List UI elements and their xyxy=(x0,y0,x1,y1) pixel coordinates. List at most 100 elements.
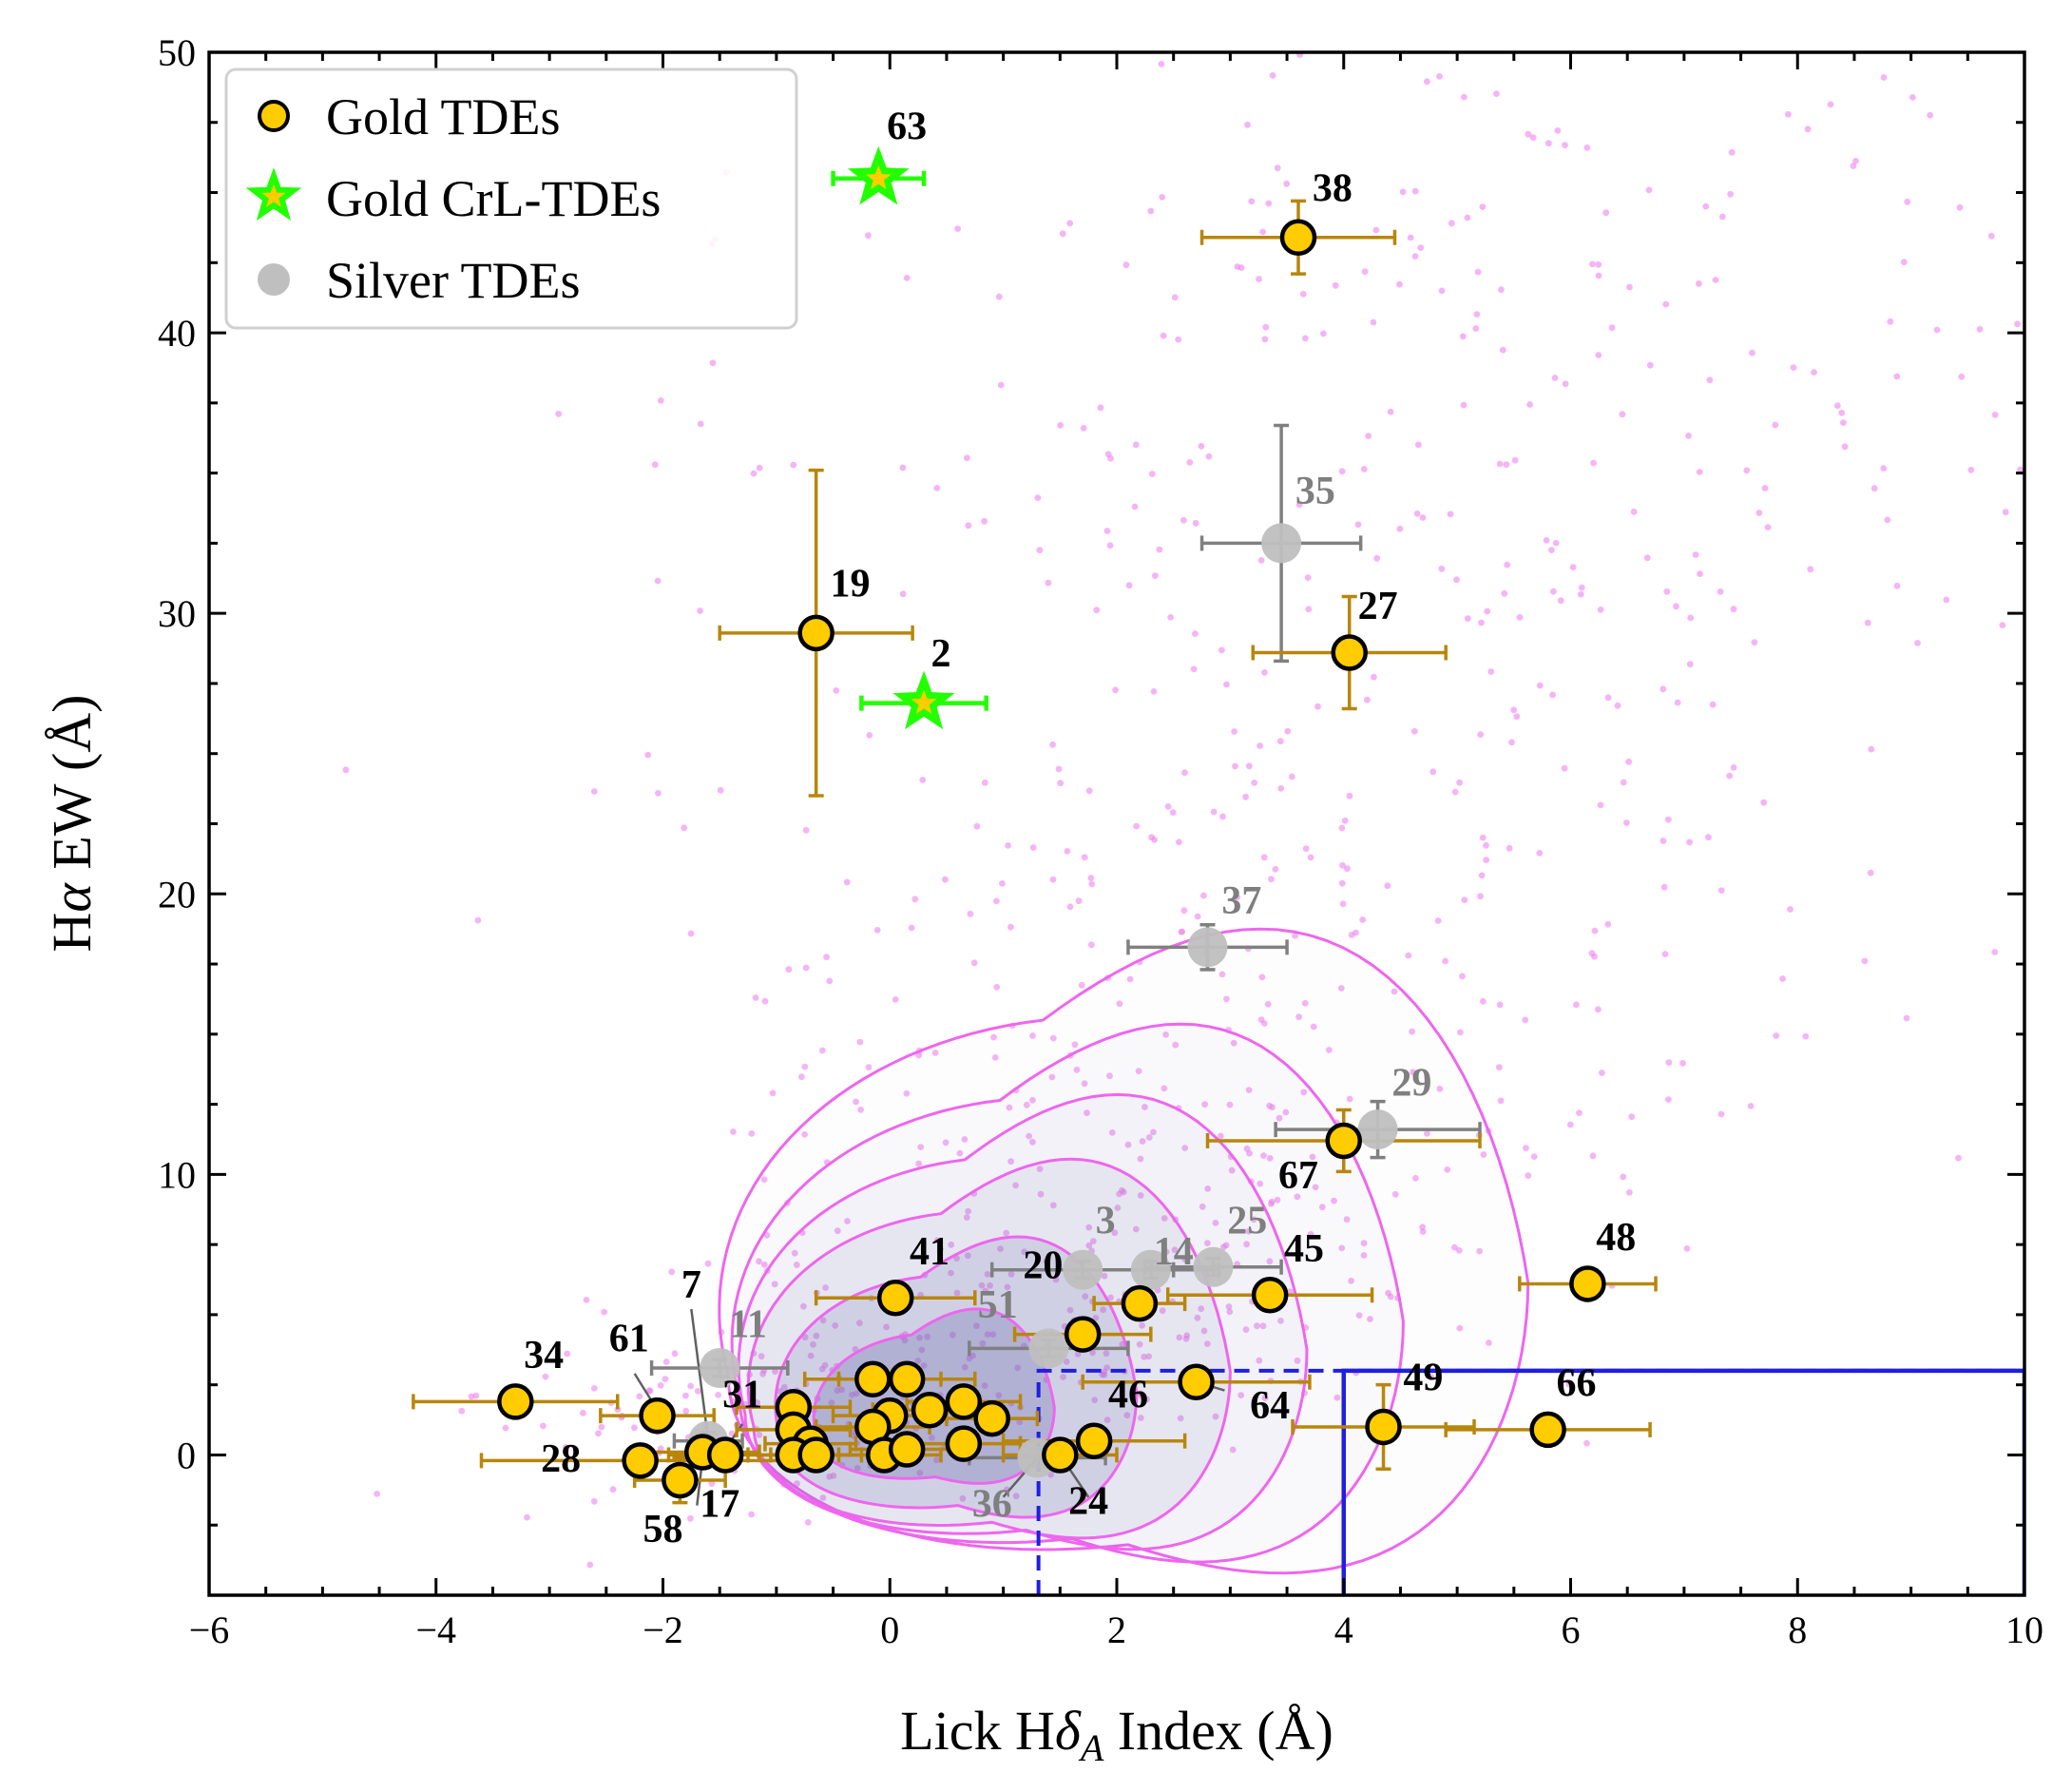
background-point xyxy=(555,411,563,417)
background-point xyxy=(1498,286,1505,294)
background-point xyxy=(1405,952,1412,959)
background-point xyxy=(964,1252,971,1260)
background-point xyxy=(1436,73,1443,80)
background-point xyxy=(1991,412,1999,418)
background-point xyxy=(1360,1240,1368,1247)
background-point xyxy=(1210,808,1218,816)
background-point xyxy=(1453,576,1460,584)
background-point xyxy=(730,1128,737,1135)
background-point xyxy=(1483,857,1490,863)
background-point xyxy=(1850,163,1857,170)
background-point xyxy=(965,522,972,530)
background-point xyxy=(1660,685,1667,693)
background-point xyxy=(1257,742,1263,749)
background-point xyxy=(1218,646,1225,654)
background-point xyxy=(1620,1173,1627,1181)
background-point xyxy=(1287,1288,1294,1296)
background-point xyxy=(1242,1326,1250,1333)
background-point xyxy=(1078,981,1085,989)
background-point xyxy=(1530,1153,1538,1160)
background-point xyxy=(999,880,1006,887)
background-point xyxy=(937,1245,944,1253)
background-point xyxy=(1664,816,1672,823)
background-point xyxy=(1288,773,1295,780)
background-point xyxy=(1092,1315,1100,1321)
background-point xyxy=(631,1424,638,1432)
point-label: 61 xyxy=(609,1317,649,1360)
background-point xyxy=(657,1382,664,1389)
gold-tde-marker xyxy=(1075,1422,1113,1459)
background-point xyxy=(1761,485,1769,491)
background-point xyxy=(1219,813,1226,820)
background-point xyxy=(1457,1029,1464,1036)
background-point xyxy=(1302,845,1310,853)
legend-silver-label: Silver TDEs xyxy=(326,252,581,309)
background-point xyxy=(1552,539,1560,547)
background-point xyxy=(1059,230,1066,238)
background-point xyxy=(1164,803,1172,810)
background-point xyxy=(1075,897,1083,905)
background-point xyxy=(1451,1243,1458,1251)
background-point xyxy=(1158,61,1165,67)
background-point xyxy=(838,1386,845,1394)
background-point xyxy=(1359,916,1367,923)
background-point xyxy=(1476,1247,1483,1255)
background-point xyxy=(1717,1110,1725,1118)
gold-tde-marker xyxy=(854,1360,892,1398)
silver-tde-marker xyxy=(1357,1109,1398,1150)
background-point xyxy=(1339,861,1346,869)
background-point xyxy=(1119,1186,1125,1194)
background-point xyxy=(1082,1293,1089,1301)
x-tick-label: 10 xyxy=(2005,1609,2043,1651)
background-point xyxy=(1371,673,1377,681)
background-point xyxy=(1204,1240,1211,1246)
background-point xyxy=(1277,1318,1284,1324)
background-point xyxy=(981,517,988,525)
background-point xyxy=(1456,779,1463,786)
background-point xyxy=(1697,570,1703,577)
point-label: 66 xyxy=(1556,1361,1596,1405)
background-point xyxy=(1245,1227,1253,1235)
background-point xyxy=(1147,207,1155,215)
background-point xyxy=(1049,876,1057,883)
y-tick-label: 20 xyxy=(158,873,196,915)
background-point xyxy=(668,1268,676,1276)
background-point xyxy=(1991,949,1999,955)
background-point xyxy=(1696,469,1703,475)
background-point xyxy=(1171,1246,1179,1254)
background-point xyxy=(981,1382,988,1389)
background-point xyxy=(1730,764,1737,771)
background-point xyxy=(1543,537,1550,544)
background-point xyxy=(1999,622,2006,628)
legend-box xyxy=(224,67,798,330)
background-point xyxy=(856,1038,864,1046)
background-point xyxy=(1244,121,1251,128)
background-point xyxy=(997,1245,1004,1252)
background-point xyxy=(1218,971,1226,978)
background-point xyxy=(1331,1197,1337,1204)
background-point xyxy=(1080,425,1087,432)
background-point xyxy=(1686,661,1694,668)
x-axis-title-pre: Lick H xyxy=(900,1700,1055,1762)
background-point xyxy=(857,1107,864,1113)
background-point xyxy=(1268,1198,1276,1205)
background-point xyxy=(802,964,810,972)
point-label: 67 xyxy=(1278,1154,1318,1198)
background-point xyxy=(562,1444,569,1451)
background-point xyxy=(1483,841,1489,849)
background-point xyxy=(1665,1059,1673,1067)
background-point xyxy=(1661,951,1669,957)
background-point xyxy=(1141,1353,1148,1360)
background-point xyxy=(1565,1380,1573,1388)
background-point xyxy=(1200,1327,1208,1335)
background-point xyxy=(1049,741,1056,748)
background-point xyxy=(1064,848,1071,855)
background-point xyxy=(965,1207,971,1215)
gold-tde-marker xyxy=(1365,1408,1402,1446)
point-label: 41 xyxy=(910,1230,950,1274)
background-point xyxy=(1503,461,1510,469)
background-point xyxy=(1460,333,1467,340)
background-point xyxy=(1429,768,1437,776)
background-point xyxy=(1424,78,1430,86)
background-point xyxy=(1372,226,1380,234)
